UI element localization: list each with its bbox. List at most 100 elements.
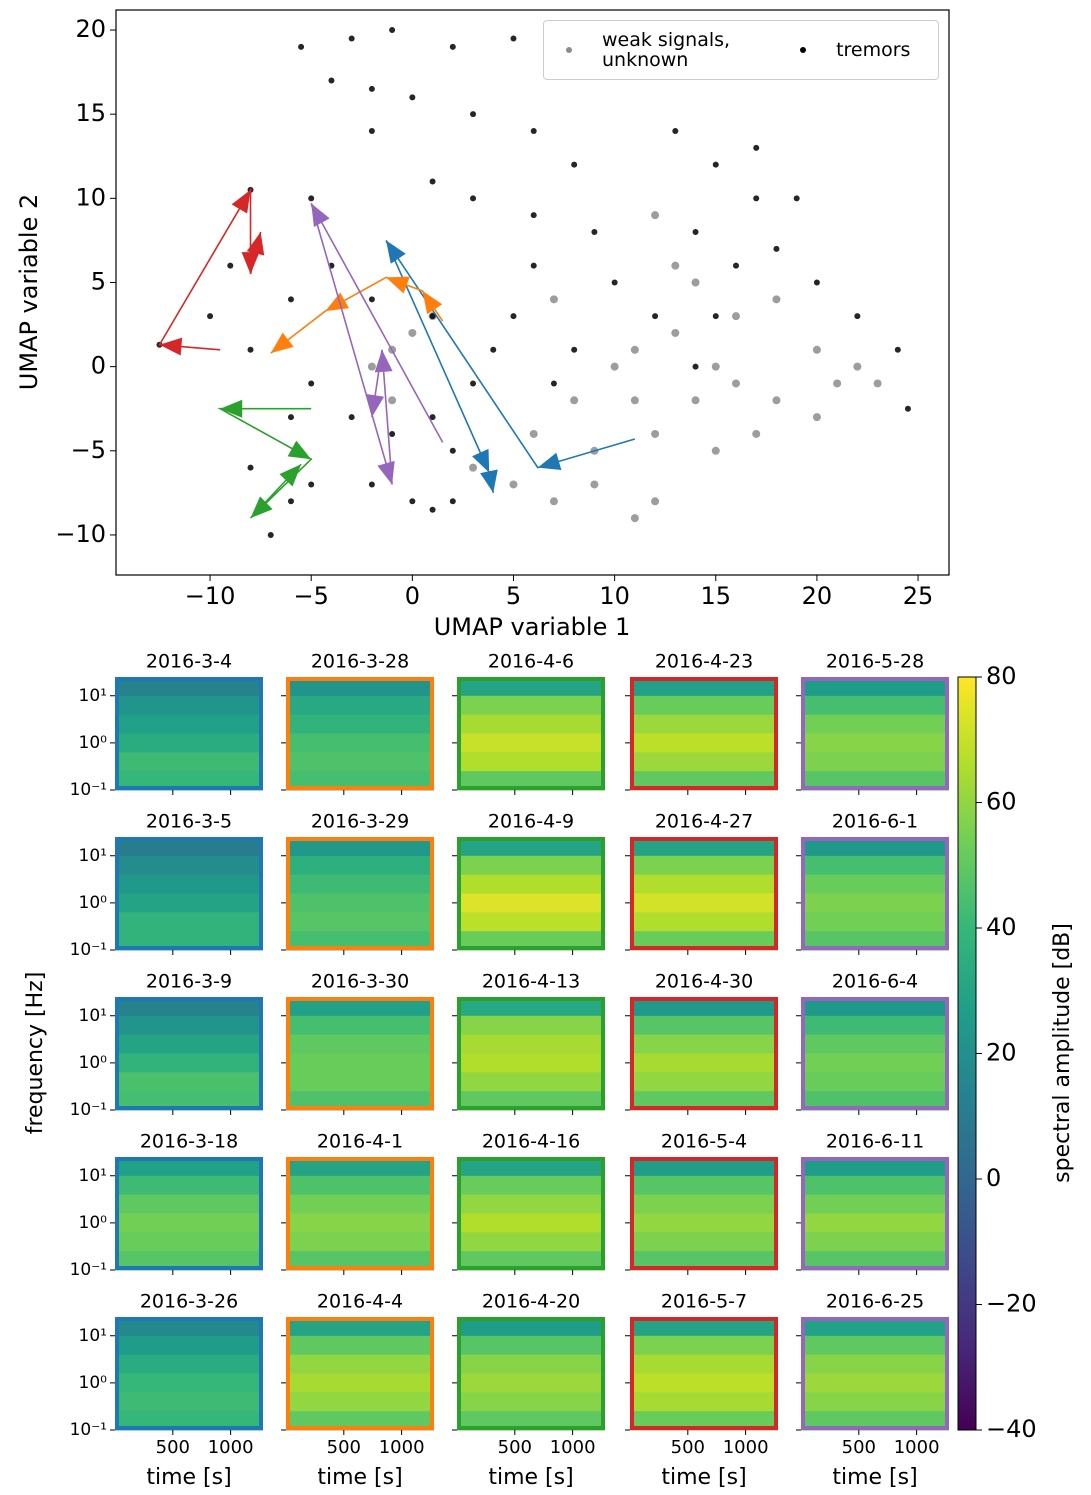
spectrogram-band bbox=[630, 1175, 778, 1196]
x-tick-label: 15 bbox=[700, 582, 731, 610]
point bbox=[692, 228, 699, 235]
spectrogram-band bbox=[115, 1034, 263, 1054]
spectrogram-band bbox=[630, 874, 778, 894]
point bbox=[490, 346, 497, 353]
panel-title: 2016-4-6 bbox=[488, 651, 574, 673]
spectrogram-band bbox=[457, 1157, 605, 1177]
spectrogram-band bbox=[630, 752, 778, 772]
colorbar-tick-label: 80 bbox=[986, 662, 1017, 690]
spectrogram-band bbox=[286, 874, 434, 894]
arrowhead bbox=[231, 189, 251, 214]
panel-frame bbox=[630, 997, 778, 1110]
point bbox=[348, 35, 355, 42]
spectrogram-band bbox=[801, 931, 949, 951]
spectrogram-band bbox=[801, 1335, 949, 1356]
spectrogram-band bbox=[115, 1335, 263, 1356]
panel-title: 2016-3-9 bbox=[146, 971, 232, 993]
spectrogram-band bbox=[801, 997, 949, 1017]
spectrogram-band bbox=[801, 912, 949, 932]
y-tick-label: 10⁰ bbox=[79, 733, 108, 753]
panel-frame bbox=[115, 837, 263, 950]
spectrogram-band bbox=[801, 1317, 949, 1337]
spectrogram-band bbox=[630, 733, 778, 753]
spectrogram-band bbox=[801, 1157, 949, 1177]
point bbox=[368, 481, 375, 488]
point bbox=[429, 178, 436, 185]
y-tick-label: 10¹ bbox=[79, 1166, 107, 1186]
point bbox=[449, 447, 456, 454]
point bbox=[308, 481, 315, 488]
point bbox=[812, 345, 821, 354]
spectrogram-band bbox=[115, 1251, 263, 1271]
arrowhead bbox=[279, 464, 302, 487]
spectrogram-band bbox=[115, 874, 263, 894]
point bbox=[429, 506, 436, 513]
spectrogram-band bbox=[115, 1411, 263, 1431]
spectrogram-band bbox=[115, 1213, 263, 1233]
spectrogram-band bbox=[115, 1194, 263, 1214]
spectrogram-band bbox=[286, 1194, 434, 1214]
panel-frame bbox=[457, 1157, 605, 1270]
spectrogram-band bbox=[630, 893, 778, 913]
spectrogram-band bbox=[286, 893, 434, 913]
point bbox=[368, 296, 375, 303]
panel-frame bbox=[801, 1317, 949, 1430]
point bbox=[630, 345, 639, 354]
y-tick-label: 10⁻¹ bbox=[70, 1260, 107, 1280]
point bbox=[308, 380, 315, 387]
x-tick-label: 1000 bbox=[379, 1437, 425, 1458]
panel-title: 2016-4-20 bbox=[482, 1291, 580, 1313]
spectrogram-band bbox=[115, 1232, 263, 1252]
y-tick-label: 10¹ bbox=[79, 686, 107, 706]
spectrogram-band bbox=[801, 1015, 949, 1036]
spectrogram-band bbox=[457, 771, 605, 791]
panel-title: 2016-6-11 bbox=[826, 1131, 924, 1153]
spectrogram-band bbox=[801, 1053, 949, 1073]
spectrogram-band bbox=[457, 1194, 605, 1214]
colorbar-tick-label: −40 bbox=[986, 1415, 1037, 1443]
y-tick-label: 10⁻¹ bbox=[70, 780, 107, 800]
spectrogram-band bbox=[457, 1015, 605, 1036]
spectrogram-band bbox=[457, 874, 605, 894]
x-axis-label: UMAP variable 1 bbox=[434, 613, 631, 641]
arrowhead bbox=[325, 292, 349, 312]
y-tick-label: 0 bbox=[91, 352, 106, 380]
spectrogram-band bbox=[801, 677, 949, 697]
spectrogram-band bbox=[286, 1251, 434, 1271]
panel-title: 2016-6-1 bbox=[832, 811, 918, 833]
arrowhead bbox=[377, 460, 395, 485]
spectrogram-band bbox=[115, 771, 263, 791]
legend-label: weak signals, unknown bbox=[602, 29, 731, 71]
panel-title: 2016-4-30 bbox=[655, 971, 753, 993]
spectrogram-band bbox=[457, 1053, 605, 1073]
spectrogram-band bbox=[286, 714, 434, 734]
spectrogram-band bbox=[630, 931, 778, 951]
spectrogram-band bbox=[115, 1015, 263, 1036]
point bbox=[549, 497, 558, 506]
point bbox=[570, 396, 579, 405]
x-axis-label: time [s] bbox=[488, 1465, 573, 1490]
spectrogram-band bbox=[115, 1354, 263, 1374]
spectrogram-band bbox=[457, 1335, 605, 1356]
arrowhead bbox=[386, 240, 406, 264]
spectrogram-band bbox=[801, 1392, 949, 1412]
arrowhead bbox=[220, 399, 243, 418]
spectrogram-band bbox=[115, 1392, 263, 1412]
point bbox=[287, 296, 294, 303]
point bbox=[652, 313, 659, 320]
spectrogram-band bbox=[115, 714, 263, 734]
point bbox=[731, 379, 740, 388]
point bbox=[813, 279, 820, 286]
arrowhead bbox=[270, 332, 294, 354]
point bbox=[368, 85, 375, 92]
spectrogram-band bbox=[457, 1072, 605, 1092]
point bbox=[692, 363, 699, 370]
spectrogram-band bbox=[630, 912, 778, 932]
spectrogram-band bbox=[457, 677, 605, 697]
spectrogram-band bbox=[286, 1232, 434, 1252]
point bbox=[671, 328, 680, 337]
x-tick-label: 25 bbox=[903, 582, 934, 610]
spectrogram-band bbox=[286, 695, 434, 716]
point bbox=[772, 295, 781, 304]
